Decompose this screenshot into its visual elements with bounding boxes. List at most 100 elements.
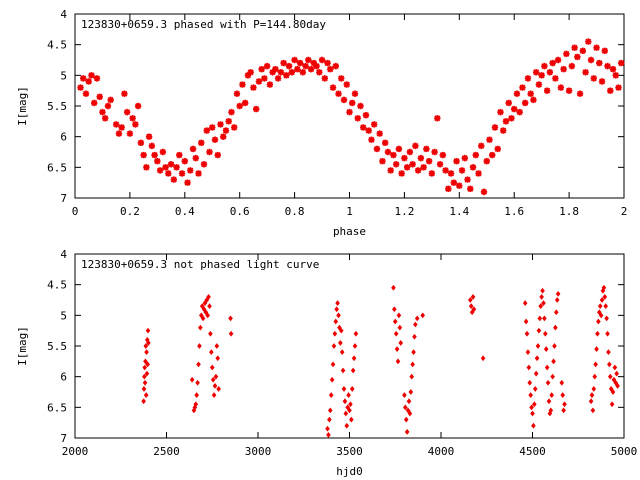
x-tick: 2500 [153,254,180,458]
data-point [310,59,318,67]
x-tick-label: 3500 [336,445,363,458]
data-point [346,108,353,116]
data-point [528,392,533,398]
data-point [239,81,246,88]
data-point [395,145,403,153]
data-point [414,315,420,322]
data-point [500,127,507,134]
data-point [542,315,547,322]
data-point [93,75,101,82]
data-point [531,422,536,429]
x-tick: 2 [621,14,627,218]
x-tick-label: 0.6 [230,205,250,218]
data-point [209,349,214,356]
data-point [549,59,556,67]
data-point [101,115,109,122]
data-point [555,290,561,297]
data-point [324,59,331,67]
data-point [553,309,559,316]
data-point [392,161,400,168]
data-point [349,386,355,392]
data-point [414,167,422,174]
y-tick-label: 6.5 [47,161,67,174]
data-point [305,56,312,64]
data-point [604,62,611,70]
data-point [194,392,199,398]
x-axis-label: phase [333,225,366,238]
data-point [288,69,296,76]
data-point [85,78,92,85]
data-point [607,361,612,368]
data-point [527,90,534,97]
data-point [598,78,606,85]
data-point [593,44,600,51]
data-point [99,108,106,116]
data-point [318,56,326,64]
data-point [599,297,605,303]
data-point [307,66,315,73]
data-point [165,170,172,177]
data-point [395,358,401,365]
data-point [475,170,482,177]
data-point [392,318,398,325]
data-point [456,182,463,189]
data-point [213,373,219,380]
data-point [362,112,370,119]
data-point [533,370,539,377]
data-point [590,407,596,414]
data-point [197,343,202,349]
data-point [141,398,146,405]
data-point [144,370,150,377]
data-point [338,327,344,334]
data-point [148,142,156,150]
data-point [181,158,188,165]
data-point [585,38,592,45]
x-tick-label: 5000 [611,445,638,458]
data-point [598,312,604,319]
data-point [247,69,254,76]
data-point [104,102,112,110]
x-tick-label: 0.2 [120,205,140,218]
y-tick-label: 4 [60,8,67,21]
y-tick-label: 6 [60,371,67,384]
data-point [201,306,207,313]
data-point [209,124,216,131]
data-point [539,294,544,300]
data-point [296,59,304,67]
data-point [334,306,339,313]
data-point [387,167,394,174]
data-point [610,389,616,395]
y-axis-ticks: 4 4.5 5 5.5 6 6.5 7 [47,248,624,445]
data-point [428,170,436,177]
data-point [212,382,218,389]
data-point [403,416,409,423]
data-point [552,75,559,82]
data-point [205,312,210,319]
data-point [353,330,359,337]
data-point [352,343,358,349]
data-point [497,108,504,116]
data-point [502,118,510,125]
data-point [88,72,95,79]
data-point [588,398,594,405]
data-point [393,330,399,337]
data-point [184,179,191,186]
data-point [277,69,285,76]
data-point [553,324,558,331]
data-point [590,75,598,82]
data-point [170,176,178,183]
data-point [384,148,392,156]
data-point [167,161,175,168]
data-point [525,349,531,356]
data-point [543,346,549,352]
data-point [371,121,378,128]
data-point [203,309,209,316]
data-point [550,373,555,380]
data-point [469,309,475,316]
data-point [198,324,203,331]
data-point [489,151,496,159]
data-point [592,373,598,380]
data-point [486,136,493,143]
x-axis-label: hjd0 [336,465,363,478]
data-point [196,361,201,368]
